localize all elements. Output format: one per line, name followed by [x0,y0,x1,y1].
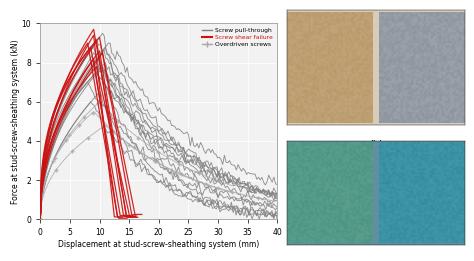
Y-axis label: Force at stud-screw-sheathing system (kN): Force at stud-screw-sheathing system (kN… [11,39,20,204]
Legend: Screw pull-through, Screw shear failure, Overdriven screws: Screw pull-through, Screw shear failure,… [200,26,274,49]
X-axis label: Displacement at stud-screw-sheathing system (mm): Displacement at stud-screw-sheathing sys… [58,240,259,249]
Text: (b): (b) [369,139,383,149]
